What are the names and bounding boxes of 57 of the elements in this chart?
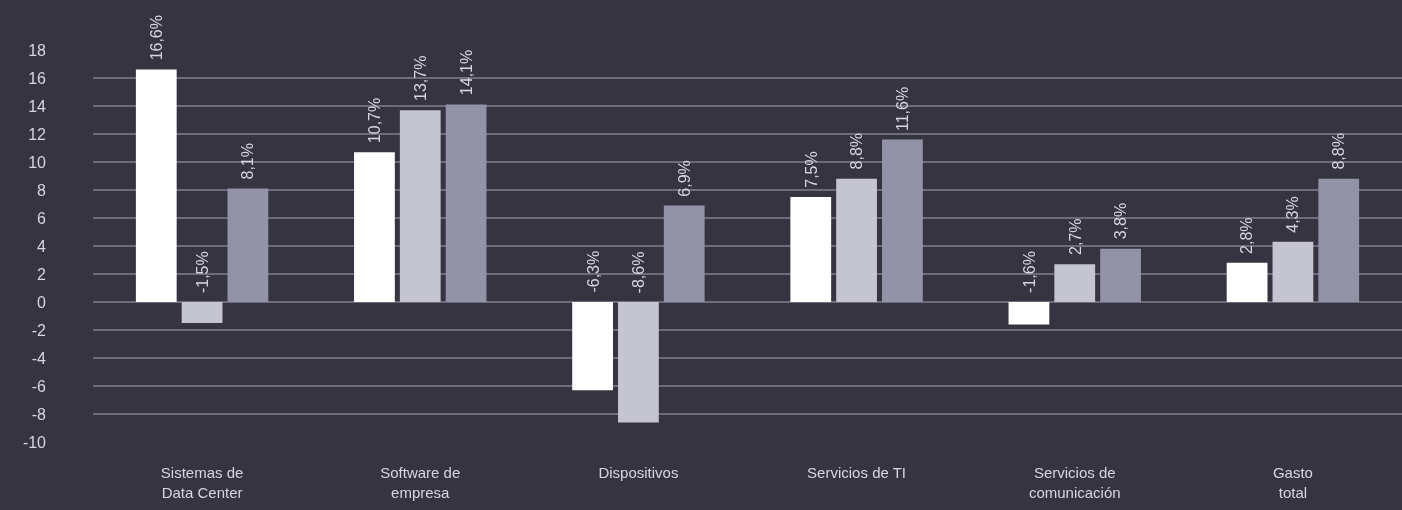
data-label: 14,1%	[457, 49, 475, 96]
bar	[1008, 302, 1050, 325]
bar	[135, 69, 177, 302]
data-label: -1,5%	[194, 251, 212, 294]
data-label: -6,3%	[584, 250, 602, 293]
x-tick-label: Servicios de TI	[807, 464, 907, 481]
bar	[836, 178, 877, 302]
x-tick-label: Dispositivos	[598, 464, 679, 481]
y-tick-label: -4	[31, 349, 47, 367]
data-label: 7,5%	[802, 151, 820, 188]
y-tick-label: 6	[37, 209, 47, 227]
data-label: 16,6%	[148, 15, 166, 61]
data-label: 4,3%	[1284, 196, 1302, 233]
y-tick-label: 10	[28, 153, 47, 171]
bar	[882, 139, 923, 302]
bar	[399, 110, 441, 302]
data-label: 8,8%	[1329, 133, 1347, 170]
y-tick-label: 0	[37, 293, 47, 311]
y-tick-label: -6	[31, 377, 47, 395]
y-tick-label: 12	[28, 125, 47, 143]
bar	[1272, 241, 1314, 302]
y-tick-label: -2	[31, 321, 47, 339]
data-label: 8,1%	[239, 143, 257, 180]
x-tick-label: Gasto total	[1272, 464, 1313, 501]
data-label: 11,6%	[893, 86, 911, 131]
bar	[1226, 262, 1268, 302]
y-tick-label: 2	[37, 265, 47, 283]
bar	[790, 197, 832, 302]
data-label: 3,8%	[1111, 202, 1129, 240]
bar	[1100, 248, 1141, 302]
bar	[572, 302, 613, 391]
bar	[1318, 178, 1360, 302]
y-tick-label: -8	[31, 405, 47, 423]
data-label: 2,7%	[1066, 218, 1084, 255]
data-label: 8,8%	[847, 132, 865, 170]
bar	[663, 205, 705, 302]
data-label: 6,9%	[675, 160, 693, 197]
data-label: -8,6%	[630, 251, 648, 294]
y-tick-label: 16	[28, 69, 47, 87]
data-label: 10,7%	[365, 97, 383, 144]
x-tick-label: Sistemas de Data Center	[160, 464, 244, 501]
y-tick-label: 4	[37, 237, 47, 255]
bar	[1054, 264, 1096, 302]
bar	[618, 302, 659, 423]
bar	[354, 152, 395, 302]
bar	[445, 104, 487, 302]
data-label: 13,7%	[411, 55, 429, 101]
x-tick-label: Software de empresa	[380, 464, 461, 501]
data-label: 2,8%	[1238, 217, 1256, 254]
bar	[181, 302, 223, 323]
y-tick-label: 18	[28, 41, 47, 59]
y-tick-label: -10	[22, 433, 47, 451]
data-label: -1,6%	[1020, 251, 1038, 293]
y-tick-label: 14	[28, 97, 47, 115]
x-tick-label: Servicios de comunicación	[1028, 464, 1121, 501]
bar	[227, 188, 269, 302]
y-tick-label: 8	[37, 181, 47, 199]
